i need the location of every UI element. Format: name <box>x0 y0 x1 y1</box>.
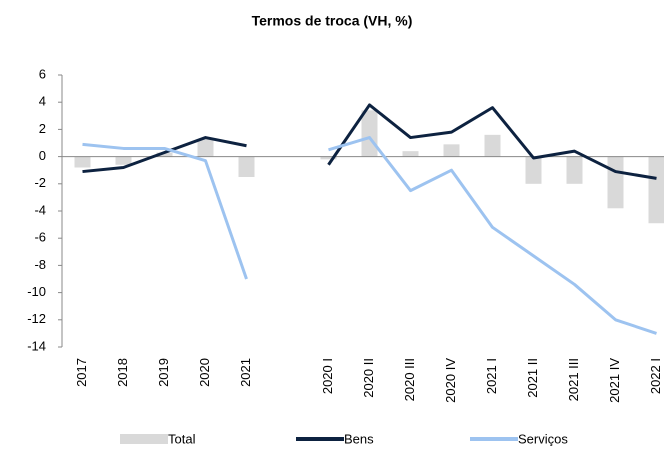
x-tick-label: 2020 IV <box>443 358 458 403</box>
x-tick-label: 2021 III <box>566 358 581 401</box>
y-tick-label: -14 <box>27 338 46 353</box>
bar <box>238 156 255 177</box>
bar <box>443 144 460 157</box>
x-tick-label: 2019 <box>156 358 171 387</box>
line <box>82 136 657 335</box>
bar <box>320 156 337 160</box>
x-tick-label: 2022 I <box>648 358 663 394</box>
x-tick-label: 2021 II <box>525 358 540 398</box>
bar <box>74 156 91 168</box>
x-tick-label: 2017 <box>74 358 89 387</box>
bar <box>197 138 214 157</box>
bar <box>484 134 501 157</box>
bar <box>607 156 624 209</box>
bar <box>566 156 583 184</box>
x-tick-label: 2020 III <box>402 358 417 401</box>
legend-label: Bens <box>344 431 374 446</box>
line <box>82 103 657 180</box>
y-tick-label: -2 <box>34 175 46 190</box>
y-tick-label: -4 <box>34 202 46 217</box>
bar <box>115 156 132 165</box>
bar <box>525 156 542 184</box>
x-tick-label: 2021 I <box>484 358 499 394</box>
chart-title: Termos de troca (VH, %) <box>252 13 413 29</box>
x-tick-label: 2020 I <box>320 358 335 394</box>
y-tick-label: -10 <box>27 284 46 299</box>
legend-label: Serviços <box>518 431 568 446</box>
y-tick-label: 2 <box>39 121 46 136</box>
y-tick-label: 0 <box>39 148 46 163</box>
bar <box>648 156 664 224</box>
x-tick-label: 2021 <box>238 358 253 387</box>
y-tick-label: -6 <box>34 230 46 245</box>
legend-label: Total <box>168 431 196 446</box>
x-tick-label: 2020 <box>197 358 212 387</box>
y-tick-label: -8 <box>34 257 46 272</box>
bar <box>361 110 378 157</box>
x-tick-label: 2018 <box>115 358 130 387</box>
y-tick-label: 6 <box>39 66 46 81</box>
x-tick-label: 2020 II <box>361 358 376 398</box>
bar <box>402 151 419 157</box>
y-tick-label: -12 <box>27 311 46 326</box>
bar <box>156 152 173 157</box>
legend-swatch <box>120 434 168 444</box>
x-tick-label: 2021 IV <box>607 358 622 403</box>
y-tick-label: 4 <box>39 94 46 109</box>
